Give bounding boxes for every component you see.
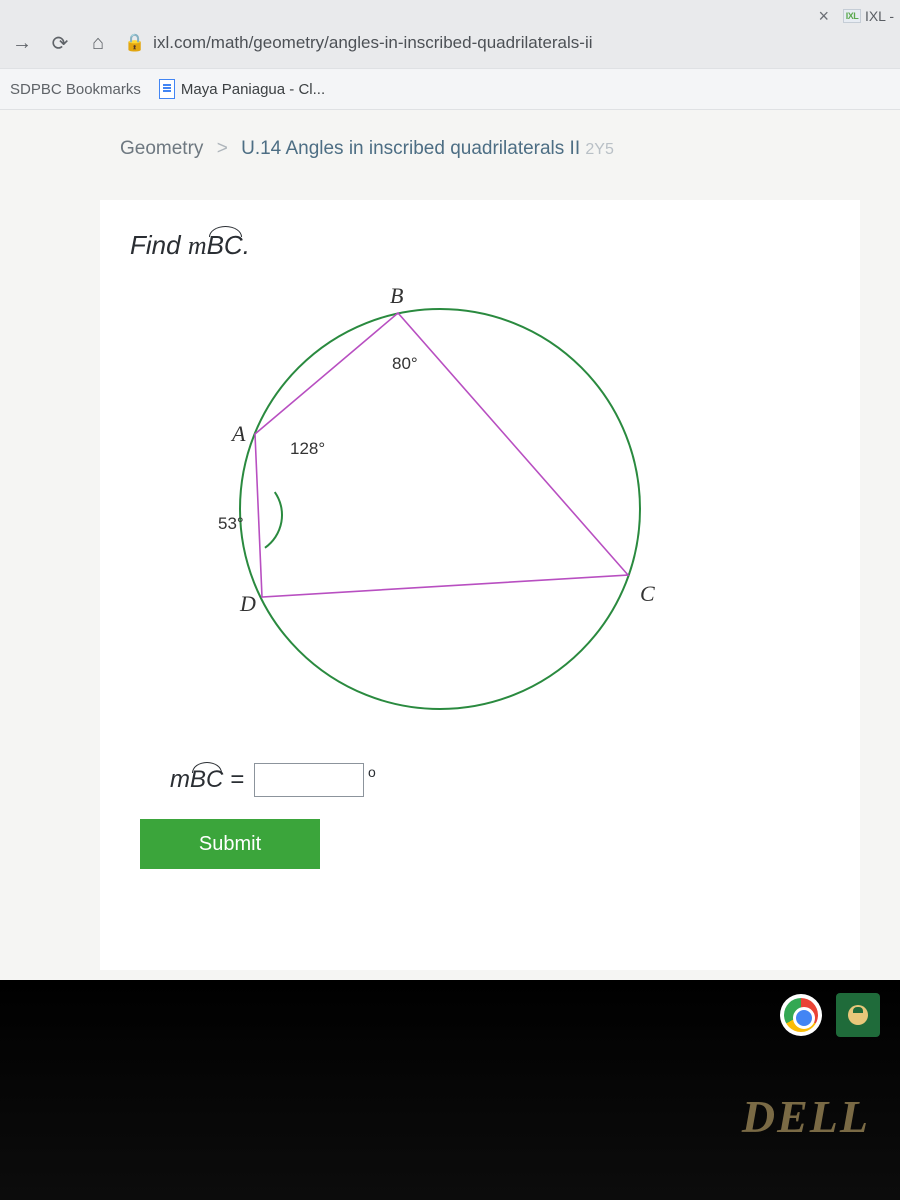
breadcrumb: Geometry > U.14 Angles in inscribed quad…: [0, 110, 900, 160]
breadcrumb-code: 2Y5: [585, 141, 613, 158]
breadcrumb-section[interactable]: Geometry: [120, 138, 203, 159]
prompt-arc: BC: [207, 230, 243, 261]
svg-text:53°: 53°: [218, 514, 244, 533]
svg-text:A: A: [230, 421, 246, 446]
answer-eq: =: [223, 766, 244, 793]
nav-toolbar: → ⟳ ⌂ 🔒 ixl.com/math/geometry/angles-in-…: [0, 20, 900, 66]
submit-button[interactable]: Submit: [140, 819, 320, 869]
prompt-prefix: Find: [130, 230, 188, 260]
svg-text:80°: 80°: [392, 354, 418, 373]
bookmark-label: Maya Paniagua - Cl...: [181, 81, 325, 98]
prompt-suffix: .: [243, 230, 250, 260]
svg-text:B: B: [390, 283, 403, 308]
home-icon[interactable]: ⌂: [86, 32, 110, 55]
dell-logo: DELL: [742, 1090, 870, 1143]
diagram-svg: A B C D 80° 128° 53°: [190, 279, 710, 739]
answer-row: mBC = o: [170, 763, 830, 797]
bookmarks-bar: SDPBC Bookmarks Maya Paniagua - Cl...: [0, 68, 900, 110]
answer-m: m: [170, 766, 190, 793]
problem-card: Find mBC. ABCD80°128°53° mBC = o Submit: [100, 200, 860, 970]
problem-prompt: Find mBC.: [130, 230, 830, 261]
breadcrumb-separator: >: [209, 138, 236, 159]
page-body: Geometry > U.14 Angles in inscribed quad…: [0, 110, 900, 980]
svg-text:128°: 128°: [290, 439, 325, 458]
address-bar[interactable]: 🔒 ixl.com/math/geometry/angles-in-inscri…: [124, 33, 890, 53]
svg-text:C: C: [640, 581, 655, 606]
bookmarks-folder[interactable]: SDPBC Bookmarks: [10, 81, 141, 98]
chrome-app-icon[interactable]: [780, 994, 822, 1036]
classroom-app-icon[interactable]: [836, 993, 880, 1037]
shelf-tray: [780, 980, 880, 1050]
bookmark-item[interactable]: Maya Paniagua - Cl...: [159, 79, 325, 99]
laptop-bezel: DELL: [0, 980, 900, 1200]
browser-chrome: × IXL IXL - → ⟳ ⌂ 🔒 ixl.com/math/geometr…: [0, 0, 900, 110]
breadcrumb-current: U.14 Angles in inscribed quadrilaterals …: [241, 138, 580, 159]
degree-symbol: o: [368, 764, 376, 780]
reload-icon[interactable]: ⟳: [48, 31, 72, 56]
url-text: ixl.com/math/geometry/angles-in-inscribe…: [153, 33, 592, 53]
answer-input[interactable]: [254, 763, 364, 797]
lock-icon: 🔒: [124, 33, 145, 53]
answer-arc: BC: [190, 766, 223, 794]
google-doc-icon: [159, 79, 175, 99]
svg-text:D: D: [239, 591, 256, 616]
forward-icon[interactable]: →: [10, 32, 34, 55]
screen: × IXL IXL - → ⟳ ⌂ 🔒 ixl.com/math/geometr…: [0, 0, 900, 1200]
prompt-m: m: [188, 231, 207, 260]
diagram: A B C D 80° 128° 53°: [190, 279, 710, 739]
